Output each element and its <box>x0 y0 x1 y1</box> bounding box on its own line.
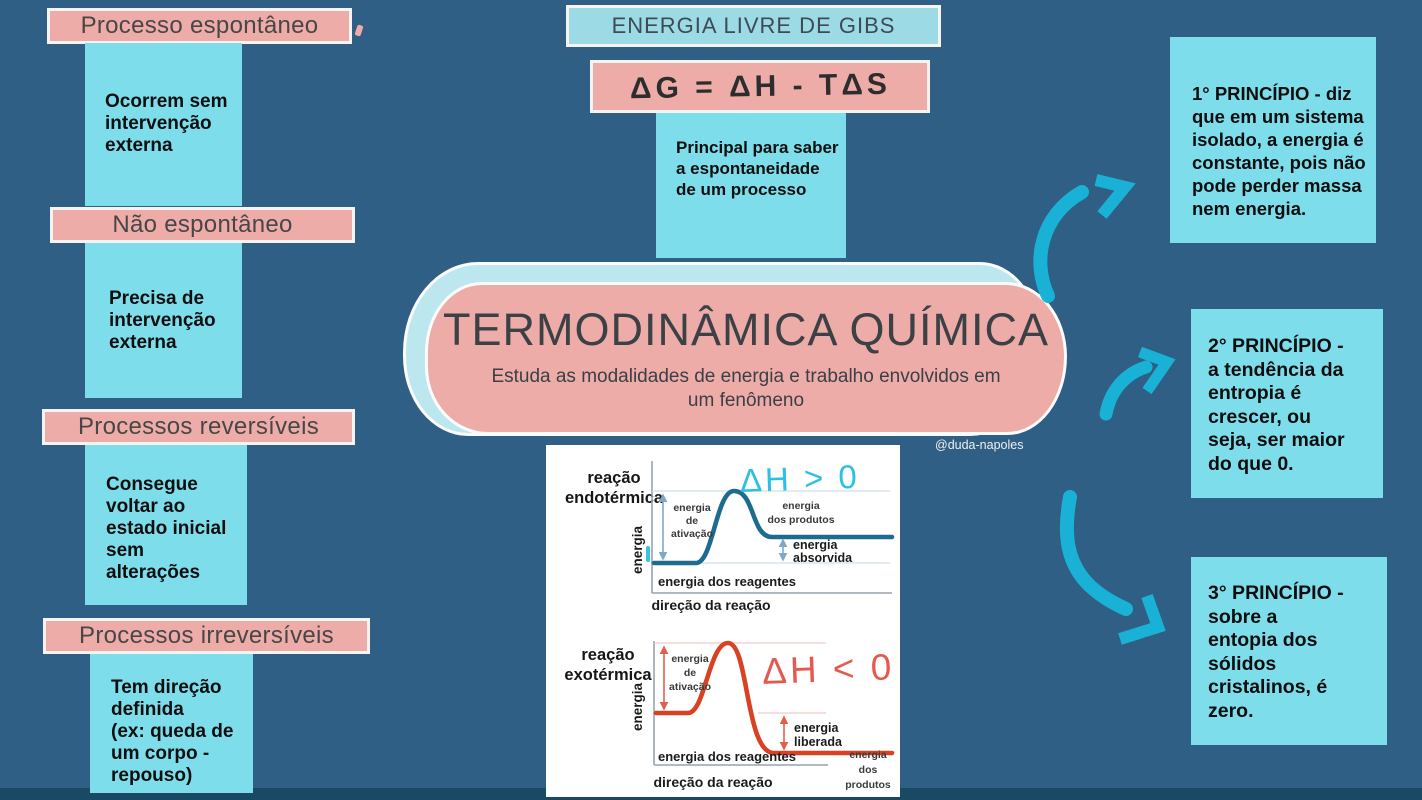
exo-x-axis-label: direção da reação <box>653 774 772 790</box>
endo-reactants-label: energia dos reagentes <box>658 574 796 589</box>
endothermic-diagram: reação endotérmica energia de ativação e… <box>565 458 895 613</box>
arrow-to-principle-2 <box>1099 346 1176 421</box>
gibbs-note: Principal para saber a espontaneidade de… <box>656 113 846 258</box>
page-subtitle: Estuda as modalidades de energia e traba… <box>491 366 1001 411</box>
note-nao-espontaneo: Precisa de intervenção externa <box>85 243 242 398</box>
endo-x-axis-label: direção da reação <box>651 597 770 613</box>
endo-absorbed-label1: energia <box>793 538 839 552</box>
gibbs-formula: ΔG = ΔH - TΔS <box>629 67 891 105</box>
endo-absorbed-label2: absorvida <box>793 551 853 565</box>
endo-activation-label1: energia <box>673 502 711 514</box>
exo-products-label1: energia <box>849 749 887 761</box>
exo-delta-h-annotation: ΔH < 0 <box>761 646 895 692</box>
exothermic-diagram: reação exotérmica energia de ativação en… <box>564 640 895 791</box>
endo-y-axis-label: energia <box>630 526 645 575</box>
title-blob: TERMODINÂMICA QUÍMICA Estuda as modalida… <box>425 282 1067 435</box>
endo-title-line2: endotérmica <box>565 489 664 507</box>
page-title: TERMODINÂMICA QUÍMICA <box>442 304 1050 355</box>
gibbs-formula-box: ΔG = ΔH - TΔS <box>590 60 930 113</box>
header-nao-espontaneo: Não espontâneo <box>50 207 355 243</box>
exo-activation-label1: energia <box>671 653 709 665</box>
exo-products-label2: dos <box>859 764 878 776</box>
endo-delta-h-annotation: ΔH > 0 <box>739 458 860 499</box>
exo-released-label2: liberada <box>794 735 843 749</box>
exo-reactants-label: energia dos reagentes <box>658 749 796 764</box>
exo-title-line1: reação <box>581 646 634 664</box>
watermark: @duda-napoles <box>935 438 1024 452</box>
arrow-to-principle-1 <box>1033 174 1136 303</box>
exo-energy-curve <box>653 640 895 756</box>
principle-3-box: 3° PRINCÍPIO - sobre a entopia dos sólid… <box>1191 557 1387 745</box>
exo-title-line2: exotérmica <box>564 666 652 684</box>
header-processos-irreversiveis: Processos irreversíveis <box>43 618 370 654</box>
header-processo-espontaneo: Processo espontâneo <box>47 8 352 44</box>
principle-1-box: 1° PRINCÍPIO - diz que em um sistema iso… <box>1170 37 1376 243</box>
principle-2-box: 2° PRINCÍPIO - a tendência da entropia é… <box>1191 309 1383 498</box>
exo-released-label1: energia <box>794 721 840 735</box>
energy-diagrams-svg: reação endotérmica energia de ativação e… <box>564 458 895 791</box>
endo-products-label2: dos produtos <box>767 514 834 526</box>
endo-energy-curve <box>651 488 895 566</box>
exo-activation-label3: ativação <box>669 681 711 693</box>
endo-activation-label2: de <box>686 515 698 527</box>
exo-products-label3: produtos <box>845 779 891 791</box>
arrow-to-principle-3 <box>1059 490 1166 645</box>
note-processo-espontaneo: Ocorrem sem intervenção externa <box>85 43 242 206</box>
exo-y-axis-label: energia <box>630 683 645 732</box>
endo-title-line1: reação <box>587 469 640 487</box>
note-processos-reversiveis: Consegue voltar ao estado inicial sem al… <box>85 445 247 605</box>
energy-diagrams-image: reação endotérmica energia de ativação e… <box>546 445 900 797</box>
exo-activation-label2: de <box>684 667 696 679</box>
endo-activation-label3: ativação <box>671 528 713 540</box>
note-processos-irreversiveis: Tem direção definida (ex: queda de um co… <box>90 654 253 793</box>
gibbs-header: ENERGIA LIVRE DE GIBS <box>566 5 941 47</box>
cyan-pen-mark <box>646 546 650 562</box>
header-processos-reversiveis: Processos reversíveis <box>42 409 355 445</box>
endo-products-label1: energia <box>782 500 820 512</box>
pink-dash-mark <box>354 24 364 37</box>
